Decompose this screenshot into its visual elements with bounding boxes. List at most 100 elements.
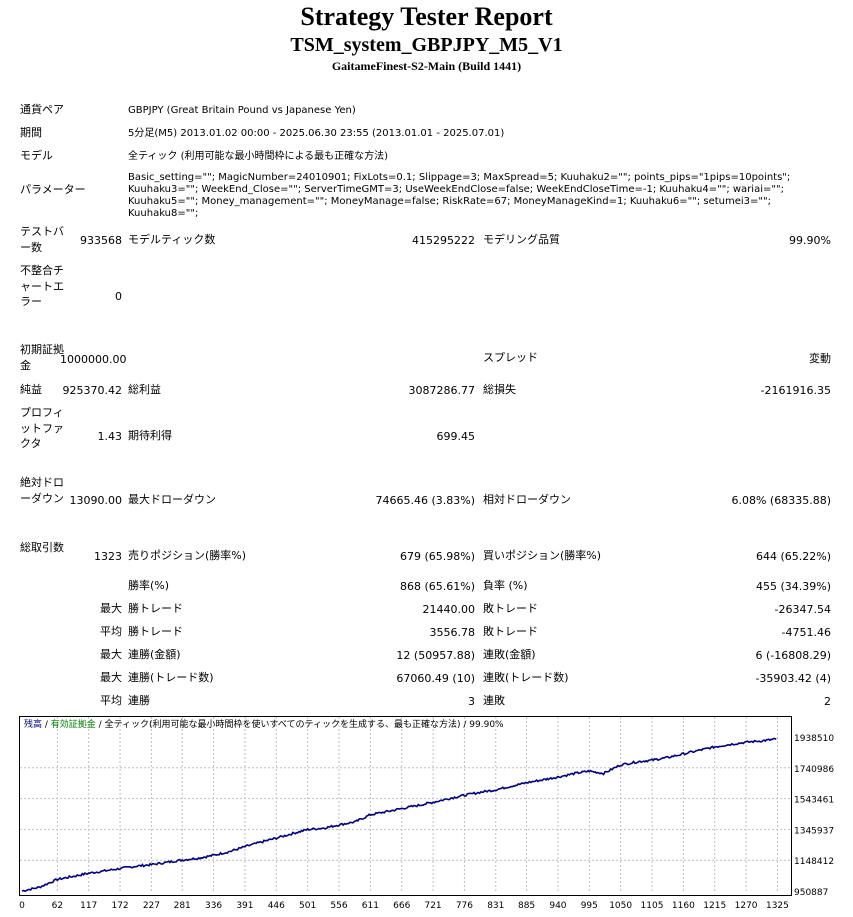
- pf-value: 1.43: [97, 430, 123, 443]
- x-tick-label: 446: [268, 901, 285, 911]
- avg-consec-wins-label: 連勝: [128, 694, 150, 707]
- max-consec-losses-label: 連敗(トレード数): [483, 671, 569, 684]
- x-tick-label: 1270: [735, 901, 758, 911]
- model-label: モデル: [20, 149, 53, 162]
- period-value: 5分足(M5) 2013.01.02 00:00 - 2025.06.30 23…: [128, 128, 505, 139]
- bars-label: テストバー数: [20, 225, 64, 254]
- consec-losses-value: 6 (-16808.29): [755, 649, 831, 662]
- mismatch-value: 0: [115, 290, 122, 303]
- x-tick-label: 1105: [641, 901, 664, 911]
- params-value: Basic_setting=""; MagicNumber=24010901; …: [128, 172, 791, 219]
- legend-balance: 残高: [24, 720, 43, 730]
- x-tick-label: 1215: [703, 901, 726, 911]
- ea-name: TSM_system_GBPJPY_M5_V1: [290, 34, 563, 56]
- params-label: パラメーター: [20, 183, 86, 196]
- x-tick-label: 666: [393, 901, 410, 911]
- expected-value: 699.45: [436, 430, 476, 443]
- symbol-value: GBPJPY (Great Britain Pound vs Japanese …: [128, 105, 356, 116]
- largest-win-label: 勝トレード: [128, 602, 183, 615]
- server-name: GaitameFinest-S2-Main (Build 1441): [331, 59, 522, 73]
- x-tick-label: 336: [205, 901, 222, 911]
- short-label: 売りポジション(勝率%): [128, 549, 247, 562]
- long-label: 買いポジション(勝率%): [483, 549, 602, 562]
- avg-win-label: 勝トレード: [128, 625, 183, 638]
- max-dd-value: 74665.46 (3.83%): [375, 494, 475, 507]
- x-tick-label: 117: [80, 901, 97, 911]
- legend-sep-3: /: [460, 720, 470, 730]
- x-tick-label: 940: [549, 901, 566, 911]
- consec-losses-label: 連敗(金額): [483, 648, 536, 661]
- spread-label: スプレッド: [483, 351, 538, 364]
- bars-value: 933568: [80, 234, 122, 247]
- loss-label: 負率 (%): [483, 579, 528, 592]
- x-tick-label: 227: [143, 901, 160, 911]
- gross-loss-value: -2161916.35: [760, 384, 831, 397]
- x-tick-label: 885: [518, 901, 535, 911]
- x-tick-label: 501: [299, 901, 316, 911]
- deposit-value: 1000000.00: [60, 353, 127, 366]
- win-label: 勝率(%): [128, 579, 170, 592]
- legend-sep-1: /: [42, 720, 51, 730]
- legend-equity: 有効証拠金: [50, 720, 96, 730]
- avg-win-value: 3556.78: [429, 626, 476, 639]
- deposit-label: 初期証拠金: [20, 343, 64, 372]
- ticks-value: 415295222: [412, 234, 475, 247]
- short-value: 679 (65.98%): [399, 550, 475, 563]
- max-dd-label: 最大ドローダウン: [128, 493, 216, 506]
- rel-dd-value: 6.08% (68335.88): [731, 494, 831, 507]
- avg-consec-wins-value: 3: [468, 695, 475, 708]
- abs-dd-label: 絶対ドローダウン: [20, 476, 64, 505]
- consec-wins-label: 連勝(金額): [128, 648, 181, 661]
- chart-legend: 残高 / 有効証拠金 / 全ティック(利用可能な最小時間枠を使いすべてのティック…: [24, 719, 504, 731]
- maximum-label: 最大: [100, 648, 122, 661]
- largest-label: 最大: [100, 602, 122, 615]
- legend-model: 全ティック(利用可能な最小時間枠を使いすべてのティックを生成する、最も正確な方法…: [104, 720, 461, 730]
- legend-quality: 99.90%: [469, 720, 504, 730]
- x-tick-label: 0: [19, 901, 25, 911]
- avg-loss-value: -4751.46: [781, 626, 831, 639]
- quality-value: 99.90%: [789, 234, 831, 247]
- largest-loss-label: 敗トレード: [483, 602, 538, 615]
- gross-profit-value: 3087286.77: [408, 384, 475, 397]
- x-tick-label: 776: [456, 901, 473, 911]
- y-tick-label: 1148412: [794, 857, 834, 867]
- y-tick-label: 1543461: [794, 796, 834, 806]
- pf-label: プロフィットファクタ: [20, 406, 64, 450]
- avg-consec-losses-value: 2: [824, 695, 831, 708]
- largest-win-value: 21440.00: [422, 603, 476, 616]
- x-tick-label: 281: [174, 901, 191, 911]
- loss-value: 455 (34.39%): [755, 580, 831, 593]
- y-tick-label: 950887: [794, 888, 828, 898]
- total-trades-value: 1323: [94, 550, 122, 563]
- avg-loss-label: 敗トレード: [483, 625, 538, 638]
- maximal-label: 最大: [100, 671, 122, 684]
- balance-line: [21, 737, 777, 893]
- model-value: 全ティック (利用可能な最小時間枠による最も正確な方法): [128, 151, 389, 162]
- spread-value: 変動: [809, 352, 831, 365]
- win-value: 868 (65.61%): [399, 580, 475, 593]
- mismatch-label: 不整合チャートエラー: [20, 264, 64, 308]
- abs-dd-value: 13090.00: [69, 494, 123, 507]
- x-tick-label: 172: [111, 901, 128, 911]
- x-tick-label: 611: [362, 901, 379, 911]
- x-tick-label: 995: [581, 901, 598, 911]
- period-label: 期間: [20, 126, 42, 139]
- average-label: 平均: [100, 625, 122, 638]
- x-tick-label: 62: [52, 901, 63, 911]
- x-tick-label: 721: [424, 901, 441, 911]
- net-label: 純益: [20, 383, 42, 396]
- total-trades-label: 総取引数: [20, 541, 64, 554]
- largest-loss-value: -26347.54: [774, 603, 831, 616]
- symbol-label: 通貨ペア: [20, 103, 64, 116]
- gross-profit-label: 総利益: [128, 383, 161, 396]
- net-value: 925370.42: [62, 384, 123, 397]
- y-tick-label: 1345937: [794, 826, 834, 836]
- x-tick-label: 556: [330, 901, 347, 911]
- average2-label: 平均: [100, 694, 122, 707]
- avg-consec-losses-label: 連敗: [483, 694, 505, 707]
- max-consec-wins-label: 連勝(トレード数): [128, 671, 214, 684]
- expected-label: 期待利得: [128, 429, 172, 442]
- x-tick-label: 391: [236, 901, 253, 911]
- max-consec-losses-value: -35903.42 (4): [755, 672, 831, 685]
